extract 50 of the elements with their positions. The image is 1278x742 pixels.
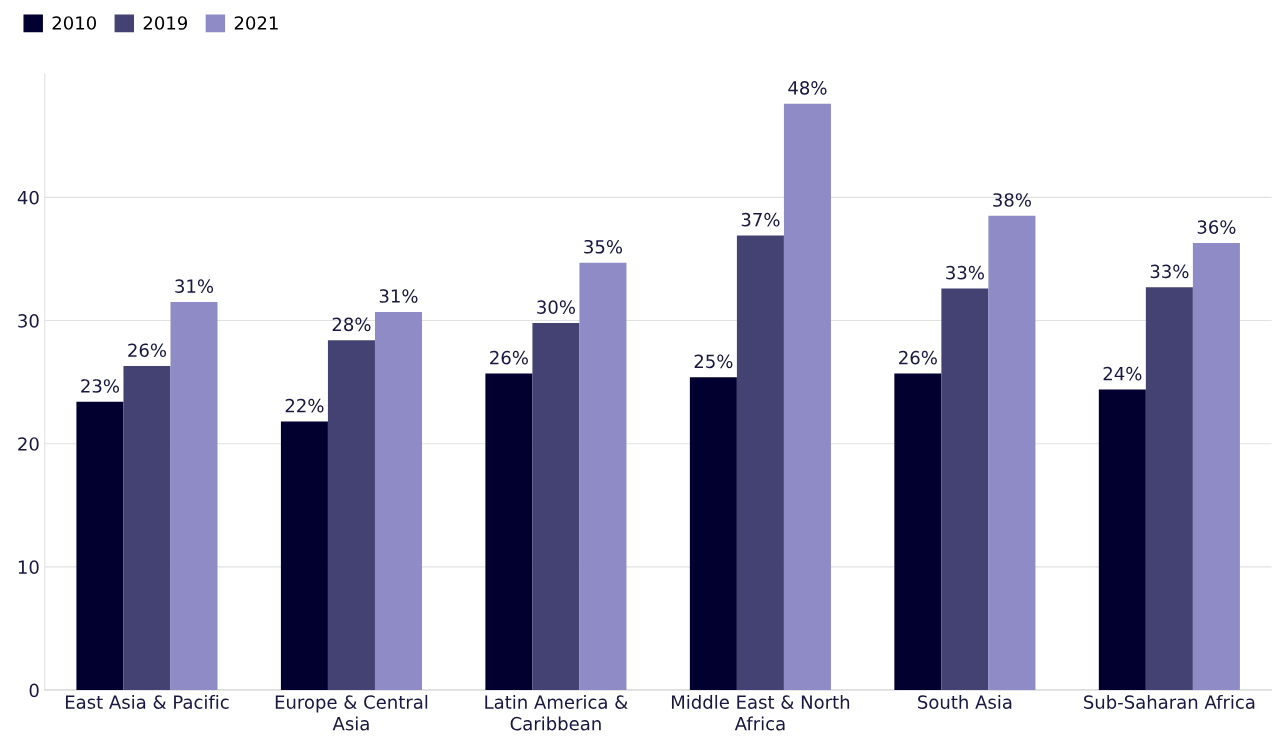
data-label: 35% xyxy=(584,239,623,254)
data-label: 23% xyxy=(81,379,120,393)
bar xyxy=(689,377,737,691)
bar xyxy=(532,323,580,691)
data-label: 22% xyxy=(285,398,324,413)
bar xyxy=(1145,287,1193,691)
data-label: 25% xyxy=(694,354,733,369)
x-tick-label: Europe & Central Asia xyxy=(275,694,428,731)
bar xyxy=(327,340,375,691)
y-tick-label: 0 xyxy=(29,683,39,698)
data-label: 38% xyxy=(993,193,1031,207)
x-tick-label: Middle East & North Africa xyxy=(671,694,850,731)
x-tick-label: Latin America & Caribbean xyxy=(485,694,628,731)
data-label: 48% xyxy=(788,81,827,95)
bar xyxy=(280,421,328,691)
bar xyxy=(579,262,627,691)
y-tick-label: 30 xyxy=(18,314,39,328)
x-tick-label: South Asia xyxy=(918,694,1012,709)
data-label: 33% xyxy=(946,265,984,280)
bar xyxy=(76,401,124,691)
y-tick-label: 40 xyxy=(17,190,39,205)
bar xyxy=(988,215,1036,691)
bar xyxy=(374,311,422,691)
bar xyxy=(736,235,784,691)
data-label: 26% xyxy=(128,343,167,358)
legend-label: 2021 xyxy=(234,16,278,30)
x-tick-label: Sub-Saharan Africa xyxy=(1084,694,1255,709)
data-label: 24% xyxy=(1103,366,1142,381)
data-label: 30% xyxy=(537,300,575,314)
y-tick-label: 10 xyxy=(18,560,39,574)
bar xyxy=(1192,242,1240,691)
x-tick-label: East Asia & Pacific xyxy=(66,694,229,709)
data-label: 37% xyxy=(741,212,780,227)
bar xyxy=(170,302,218,691)
bar xyxy=(941,288,989,691)
bar xyxy=(783,103,831,691)
data-label: 28% xyxy=(332,317,371,332)
data-label: 33% xyxy=(1150,264,1189,279)
bar xyxy=(1098,389,1146,691)
data-label: 36% xyxy=(1197,220,1236,234)
bar xyxy=(894,373,942,691)
bar xyxy=(123,366,171,691)
legend-label: 2010 xyxy=(52,16,97,30)
data-label: 31% xyxy=(175,279,214,294)
data-label: 31% xyxy=(379,289,418,303)
y-tick-label: 20 xyxy=(18,437,39,451)
data-label: 26% xyxy=(899,350,937,365)
bar xyxy=(485,373,533,691)
legend-label: 2019 xyxy=(143,16,188,30)
data-label: 26% xyxy=(490,350,528,365)
